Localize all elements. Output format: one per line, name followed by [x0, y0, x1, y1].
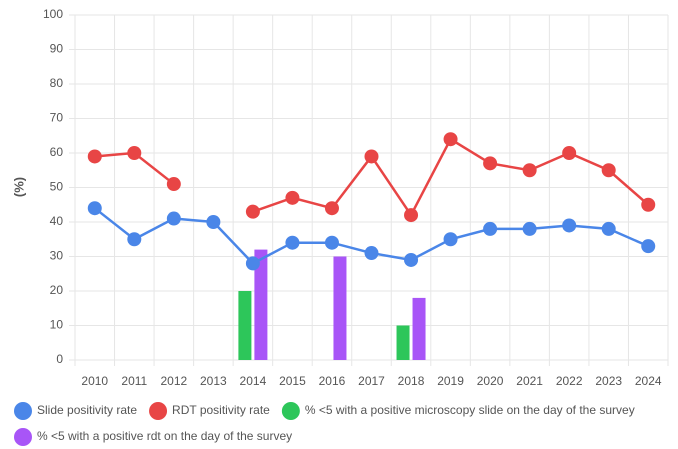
point — [522, 163, 537, 178]
x-tick-label: 2021 — [516, 374, 543, 388]
x-tick-label: 2024 — [635, 374, 662, 388]
x-tick-label: 2019 — [437, 374, 464, 388]
y-tick-label: 0 — [56, 352, 63, 366]
legend-label: Slide positivity rate — [37, 403, 137, 417]
point — [127, 146, 142, 160]
legend-swatch — [14, 428, 32, 446]
x-tick-label: 2014 — [240, 374, 267, 388]
x-tick-label: 2023 — [595, 374, 622, 388]
x-tick-label: 2022 — [556, 374, 583, 388]
point — [87, 149, 102, 164]
bar — [238, 291, 252, 360]
point — [483, 156, 498, 171]
y-tick-label: 70 — [50, 111, 64, 125]
point — [404, 208, 419, 223]
point — [166, 211, 181, 226]
point — [324, 235, 339, 250]
y-tick-label: 20 — [50, 283, 64, 297]
point — [562, 218, 577, 233]
legend-swatch — [149, 402, 168, 420]
point — [127, 232, 142, 247]
bar — [412, 297, 426, 360]
bar — [396, 325, 410, 360]
point — [324, 201, 339, 216]
y-tick-label: 50 — [50, 180, 64, 194]
x-tick-label: 2010 — [81, 374, 108, 388]
bar — [333, 256, 347, 360]
point — [601, 163, 616, 178]
x-tick-label: 2011 — [121, 374, 147, 388]
point — [364, 246, 379, 261]
point — [404, 252, 419, 267]
legend-label: % <5 with a positive rdt on the day of t… — [37, 429, 292, 443]
x-tick-label: 2013 — [200, 374, 227, 388]
y-axis-label: (%) — [11, 177, 26, 197]
point — [483, 221, 498, 236]
point — [87, 201, 102, 216]
legend-swatch — [14, 402, 32, 420]
point — [443, 232, 458, 247]
bar — [254, 249, 268, 360]
point — [443, 132, 458, 147]
y-tick-label: 100 — [43, 7, 63, 21]
x-tick-label: 2012 — [160, 374, 187, 388]
point — [364, 149, 379, 164]
legend-label: % <5 with a positive microscopy slide on… — [305, 403, 635, 417]
point — [285, 235, 300, 250]
y-tick-label: 40 — [50, 214, 64, 228]
y-tick-label: 30 — [50, 249, 64, 263]
point — [245, 256, 260, 271]
legend-swatch — [281, 402, 300, 420]
legend-label: RDT positivity rate — [172, 403, 270, 417]
point — [166, 177, 181, 192]
x-tick-label: 2020 — [477, 374, 504, 388]
y-tick-label: 60 — [50, 145, 64, 159]
point — [562, 146, 577, 160]
x-tick-label: 2017 — [358, 374, 385, 388]
point — [522, 221, 537, 236]
y-tick-label: 80 — [50, 76, 64, 90]
x-tick-label: 2016 — [319, 374, 346, 388]
y-tick-label: 90 — [50, 42, 64, 56]
point — [601, 221, 616, 236]
x-tick-label: 2018 — [398, 374, 425, 388]
point — [641, 239, 656, 254]
point — [245, 204, 260, 219]
x-tick-label: 2015 — [279, 374, 306, 388]
point — [206, 215, 221, 229]
y-tick-label: 10 — [50, 318, 64, 332]
point — [285, 190, 300, 205]
point — [641, 197, 656, 212]
